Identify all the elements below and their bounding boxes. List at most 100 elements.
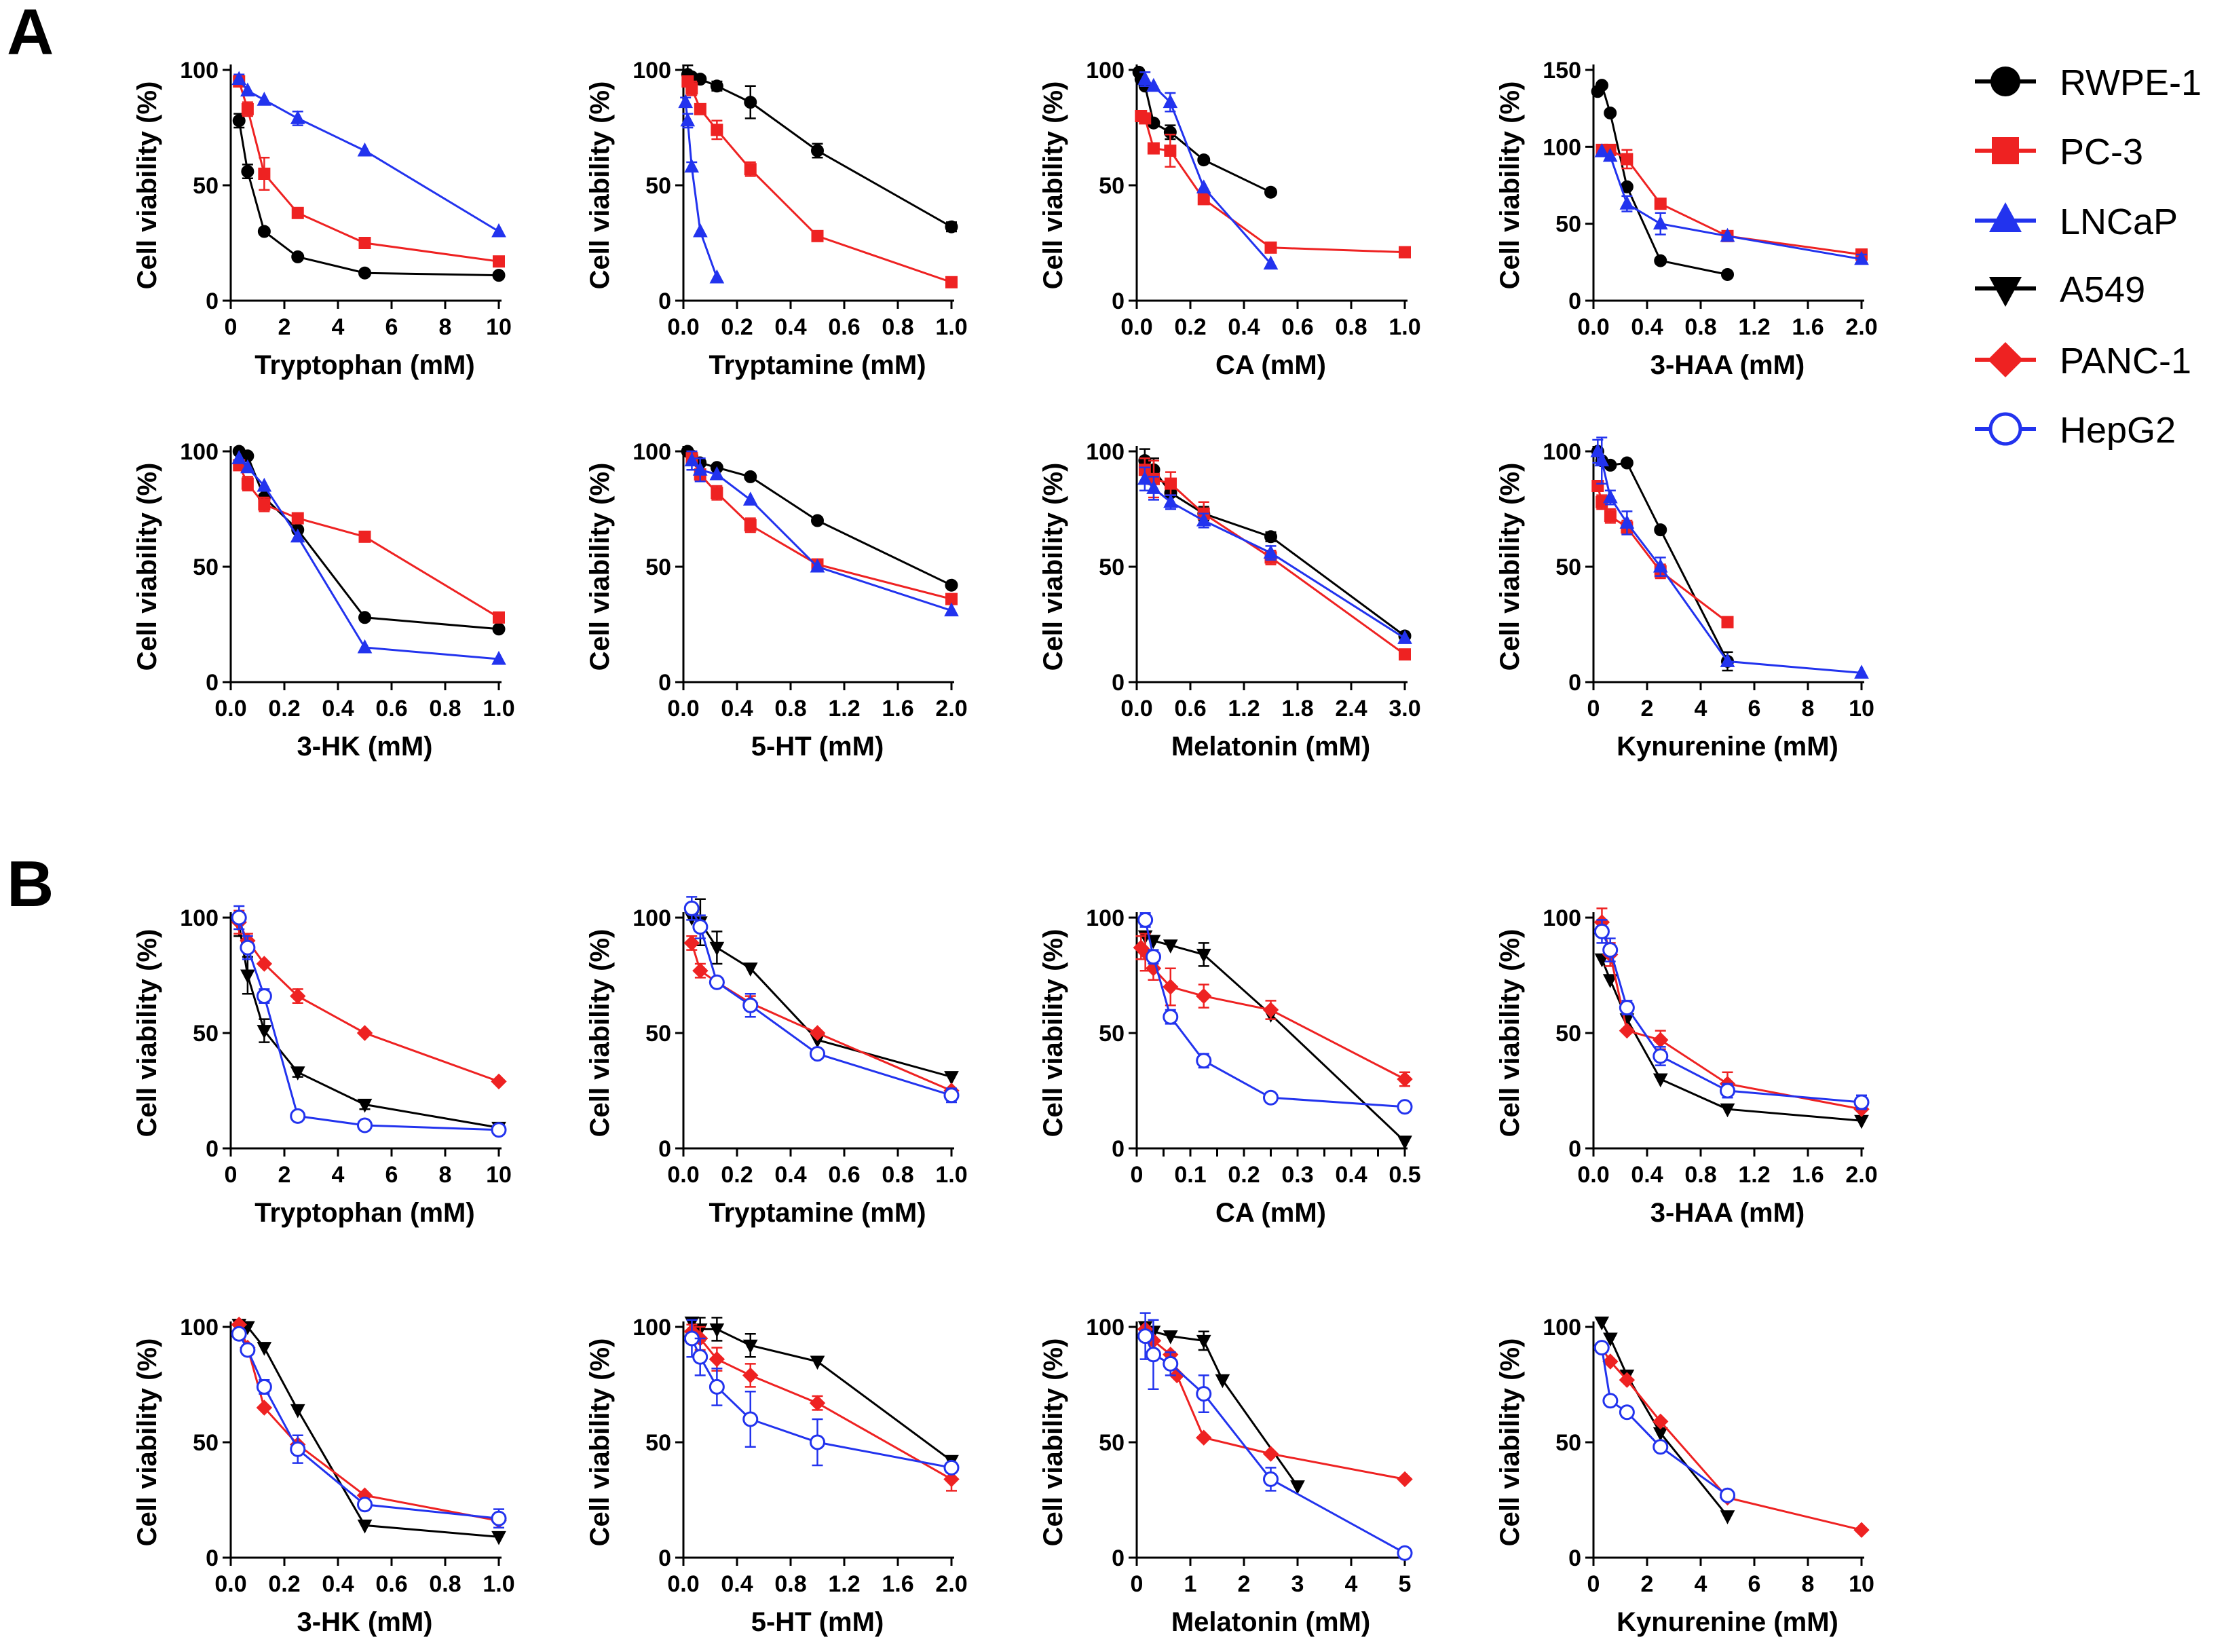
y-tick-label: 100 [180, 58, 219, 83]
series-rwpe-1 [1591, 79, 1734, 281]
data-point-a549 [1163, 1330, 1178, 1345]
data-point-rwpe-1 [1264, 185, 1277, 199]
y-axis-title: Cell viability (%) [1038, 929, 1068, 1138]
data-point-panc-1 [491, 1073, 507, 1090]
series-hepg2 [1137, 1312, 1413, 1561]
legend-marker-hepg2 [1988, 412, 2022, 446]
data-point-hepg2 [240, 939, 256, 956]
x-tick-label: 10 [486, 314, 512, 340]
x-tick-label: 1.2 [1738, 1162, 1770, 1188]
x-tick-label: 0.6 [375, 696, 407, 721]
data-point-panc-1 [1653, 1413, 1669, 1430]
x-tick-label: 0.0 [667, 696, 699, 721]
x-axis-title: 3-HK (mM) [297, 732, 433, 762]
subplot-a-4-3-haa-mm: 0 50 100 150 0.0 0.4 0.8 1.2 1.6 2.0 3-HAA (mM) Cel… [1495, 58, 1878, 380]
series-panc-1 [1593, 1339, 1870, 1538]
data-point-hepg2 [1397, 1099, 1413, 1115]
data-point-a549 [1653, 1073, 1668, 1088]
x-tick-label: 1.0 [1389, 314, 1420, 340]
y-tick-label: 50 [645, 1430, 671, 1456]
data-point-lncap [491, 650, 506, 665]
legend-marker-pc-3 [1992, 137, 2019, 164]
x-tick-label: 8 [439, 314, 452, 340]
data-point-panc-1 [742, 1367, 759, 1384]
x-tick-label: 3 [1291, 1571, 1304, 1597]
data-point-pc-3 [1399, 246, 1411, 259]
y-tick-label: 100 [632, 58, 671, 83]
subplot-a-5-3-hk-mm: 0 50 100 0.0 0.2 0.4 0.6 0.8 1.0 3-HK (mM) Cell vi… [132, 439, 515, 762]
y-axis-title: Cell viability (%) [585, 929, 615, 1138]
y-axis-title: Cell viability (%) [1495, 81, 1525, 290]
data-point-pc-3 [493, 255, 505, 268]
legend-entry-hepg2: HepG2 [1975, 410, 2176, 451]
data-point-a549 [257, 1025, 272, 1039]
data-point-hepg2 [290, 1441, 306, 1457]
data-point-rwpe-1 [1654, 254, 1667, 267]
y-tick-label: 50 [193, 1430, 219, 1456]
x-tick-label: 0.0 [667, 1162, 699, 1188]
y-tick-label: 100 [1086, 439, 1125, 465]
x-tick-label: 0.0 [667, 1571, 699, 1597]
y-tick-label: 0 [206, 670, 219, 696]
data-point-hepg2 [742, 997, 759, 1013]
y-tick-label: 100 [1543, 905, 1581, 931]
data-point-pc-3 [1621, 153, 1634, 166]
subplot-a-7-melatonin-mm: 0 50 100 0.0 0.6 1.2 1.8 2.4 3.0 Melatonin (mM) Ce… [1038, 439, 1421, 762]
x-tick-label: 3.0 [1389, 696, 1420, 721]
y-tick-label: 100 [180, 905, 219, 931]
x-tick-label: 2.0 [935, 1571, 967, 1597]
data-point-lncap [1163, 94, 1178, 109]
x-tick-label: 0.4 [1335, 1162, 1367, 1188]
data-point-rwpe-1 [945, 578, 958, 592]
legend-marker-lncap [1989, 202, 2022, 232]
x-tick-label: 2.4 [1335, 696, 1367, 721]
data-point-a549 [491, 1531, 506, 1545]
data-point-hepg2 [256, 988, 272, 1005]
x-tick-label: 0.6 [1174, 696, 1206, 721]
x-tick-label: 0.4 [774, 1162, 806, 1188]
legend-label-pc-3: PC-3 [2060, 132, 2143, 172]
data-point-hepg2 [256, 1378, 272, 1395]
data-point-a549 [240, 969, 255, 984]
series-line-a549 [238, 924, 499, 1129]
y-tick-label: 50 [193, 1021, 219, 1047]
data-point-pc-3 [1721, 616, 1734, 628]
data-point-hepg2 [1137, 1328, 1154, 1345]
x-tick-label: 2.0 [1845, 1162, 1877, 1188]
x-tick-label: 1.6 [1792, 1162, 1824, 1188]
x-tick-label: 0.0 [214, 696, 246, 721]
series-lncap [1590, 436, 1869, 679]
data-point-lncap [810, 558, 825, 573]
y-axis-title: Cell viability (%) [585, 463, 615, 671]
series-hepg2 [1137, 912, 1413, 1115]
series-hepg2 [1593, 919, 1870, 1110]
data-point-lncap [1146, 480, 1161, 494]
data-point-a549 [1196, 1334, 1211, 1349]
x-tick-label: 4 [332, 314, 345, 340]
legend-entry-lncap: LNCaP [1975, 202, 2178, 242]
x-tick-label: 0.3 [1281, 1162, 1313, 1188]
y-tick-label: 0 [1112, 288, 1125, 314]
data-point-hepg2 [1619, 1000, 1635, 1016]
x-axis-title: Tryptamine (mM) [709, 350, 926, 380]
data-point-lncap [944, 602, 959, 617]
data-point-pc-3 [1399, 648, 1411, 661]
x-tick-label: 0.5 [1389, 1162, 1420, 1188]
data-point-pc-3 [711, 487, 723, 500]
y-axis-title: Cell viability (%) [1495, 1338, 1525, 1547]
data-point-a549 [742, 962, 758, 977]
data-point-pc-3 [694, 102, 706, 115]
data-point-pc-3 [1654, 198, 1667, 210]
data-point-rwpe-1 [1264, 530, 1277, 544]
subplot-b-5-3-hk-mm: 0 50 100 0.0 0.2 0.4 0.6 0.8 1.0 3-HK (mM) Cell vi… [132, 1315, 515, 1637]
data-point-lncap [1619, 195, 1635, 210]
x-tick-label: 0.8 [882, 1162, 913, 1188]
y-axis-title: Cell viability (%) [1038, 81, 1068, 290]
data-point-a549 [709, 941, 725, 956]
y-tick-label: 50 [645, 173, 671, 199]
y-tick-label: 50 [645, 555, 671, 580]
data-point-panc-1 [1196, 1429, 1212, 1446]
y-tick-label: 0 [1568, 288, 1581, 314]
x-tick-label: 0.0 [667, 314, 699, 340]
